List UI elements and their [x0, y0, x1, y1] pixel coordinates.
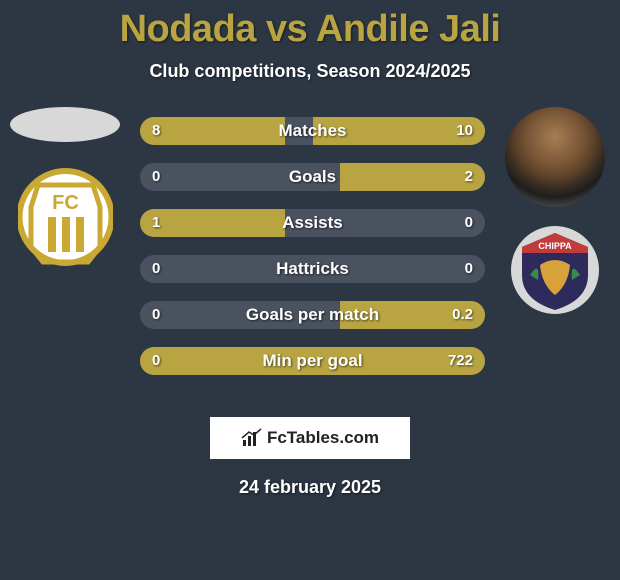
club-badge-text: CHIPPA	[538, 241, 572, 251]
page-title: Nodada vs Andile Jali	[0, 0, 620, 51]
stat-value-right: 10	[456, 117, 473, 145]
subtitle: Club competitions, Season 2024/2025	[0, 61, 620, 82]
stat-value-right: 0	[465, 209, 473, 237]
player-right-avatar	[505, 107, 605, 207]
stat-row: 0 Min per goal 722	[140, 347, 485, 375]
stat-row: 0 Goals 2	[140, 163, 485, 191]
stat-label: Goals	[140, 163, 485, 191]
player-right-club-badge: CHIPPA	[510, 225, 600, 315]
stat-value-right: 2	[465, 163, 473, 191]
stat-row: 8 Matches 10	[140, 117, 485, 145]
stat-label: Min per goal	[140, 347, 485, 375]
right-player-column: CHIPPA	[500, 107, 610, 315]
stat-value-right: 0.2	[452, 301, 473, 329]
comparison-content: FC CHIPPA 8 Matches	[0, 107, 620, 407]
stat-label: Goals per match	[140, 301, 485, 329]
stat-value-right: 722	[448, 347, 473, 375]
stat-label: Assists	[140, 209, 485, 237]
stat-value-right: 0	[465, 255, 473, 283]
date-label: 24 february 2025	[0, 477, 620, 498]
player-left-club-badge: FC	[18, 167, 113, 267]
chart-icon	[241, 428, 263, 448]
stat-row: 0 Hattricks 0	[140, 255, 485, 283]
club-badge-icon: FC	[18, 167, 113, 267]
stat-bars: 8 Matches 10 0 Goals 2 1 Assists 0 0 Hat…	[140, 107, 485, 375]
stat-row: 0 Goals per match 0.2	[140, 301, 485, 329]
branding-badge[interactable]: FcTables.com	[210, 417, 410, 459]
club-badge-icon: CHIPPA	[510, 225, 600, 315]
left-player-column: FC	[5, 107, 125, 267]
stat-label: Hattricks	[140, 255, 485, 283]
stat-row: 1 Assists 0	[140, 209, 485, 237]
branding-text: FcTables.com	[267, 428, 379, 448]
player-left-avatar	[10, 107, 120, 142]
stat-label: Matches	[140, 117, 485, 145]
svg-text:FC: FC	[52, 192, 79, 214]
